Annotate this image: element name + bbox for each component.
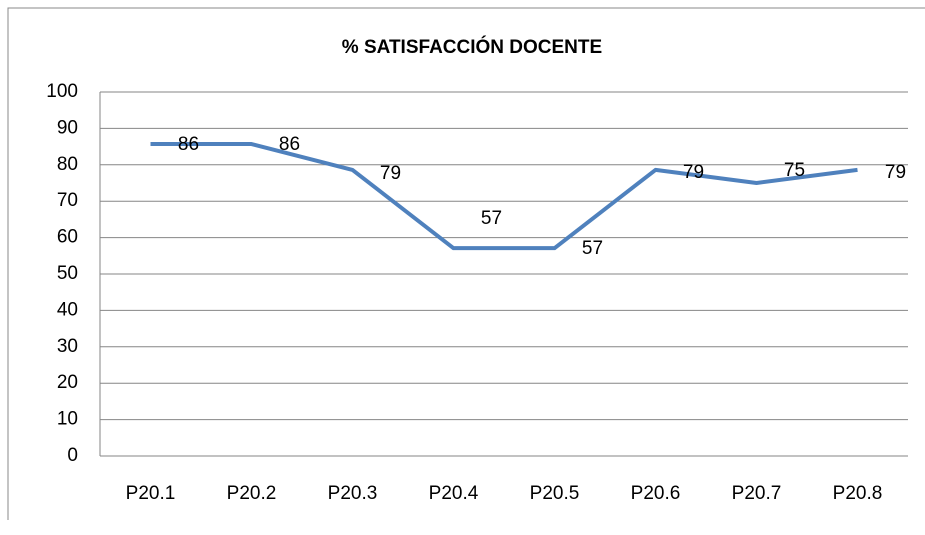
y-tick-label: 20 [57,372,78,393]
y-tick-label: 60 [57,227,78,248]
data-line [150,142,858,251]
y-tick-label: 70 [57,190,78,211]
y-tick-label: 80 [57,154,78,175]
x-tick-label: P20.3 [328,483,378,504]
y-tick-label: 0 [67,445,78,466]
y-tick-label: 10 [57,409,78,430]
x-tick-label: P20.5 [530,483,580,504]
y-tick-label: 30 [57,336,78,357]
data-label: 57 [582,238,603,259]
x-tick-label: P20.2 [227,483,277,504]
x-tick-label: P20.8 [833,483,883,504]
y-tick-label: 40 [57,299,78,320]
data-label: 79 [885,162,906,183]
data-label: 86 [279,134,300,155]
y-tick-label: 90 [57,117,78,138]
data-label: 86 [178,134,199,155]
chart-frame [7,7,925,520]
chart-title: % SATISFACCIÓN DOCENTE [342,36,602,58]
x-tick-label: P20.4 [429,483,479,504]
data-label: 79 [683,162,704,183]
data-label: 57 [481,208,502,229]
x-tick-label: P20.6 [631,483,681,504]
y-tick-label: 50 [57,263,78,284]
y-tick-label: 100 [46,81,78,102]
x-tick-label: P20.7 [732,483,782,504]
x-tick-label: P20.1 [126,483,176,504]
data-label: 75 [784,160,805,181]
data-label: 79 [380,163,401,184]
